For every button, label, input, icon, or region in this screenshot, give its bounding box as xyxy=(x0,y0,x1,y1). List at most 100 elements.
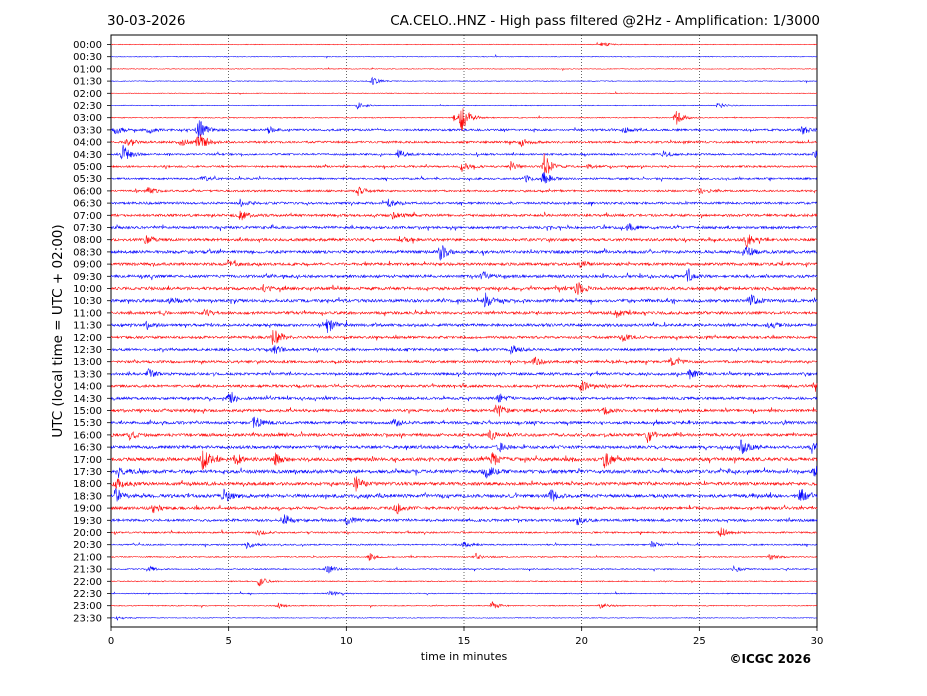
y-tick-label-12: 06:00 xyxy=(73,186,102,197)
trace-0530 xyxy=(110,172,818,184)
y-tick-label-32: 16:00 xyxy=(73,430,102,441)
chart-date: 30-03-2026 xyxy=(107,13,185,29)
trace-0600 xyxy=(110,186,818,197)
trace-1130 xyxy=(110,319,818,334)
trace-1900 xyxy=(110,503,818,515)
trace-1430 xyxy=(110,391,818,403)
y-tick-label-16: 08:00 xyxy=(73,235,102,246)
y-tick-label-35: 17:30 xyxy=(73,467,102,478)
y-tick-label-39: 19:30 xyxy=(73,516,102,527)
trace-2030 xyxy=(110,540,818,550)
trace-0900 xyxy=(110,258,818,269)
y-tick-label-1: 00:30 xyxy=(73,52,102,63)
trace-1700 xyxy=(110,450,818,470)
y-tick-label-27: 13:30 xyxy=(73,369,102,380)
trace-1730 xyxy=(110,465,818,479)
x-tick-label-1: 5 xyxy=(225,636,231,647)
trace-1630 xyxy=(110,439,818,455)
x-tick-label-3: 15 xyxy=(458,636,471,647)
y-tick-label-45: 22:30 xyxy=(73,589,102,600)
x-tick-label-0: 0 xyxy=(108,636,114,647)
x-gridlines xyxy=(228,35,700,627)
y-tick-label-10: 05:00 xyxy=(73,162,102,173)
y-tick-label-19: 09:30 xyxy=(73,272,102,283)
trace-0800 xyxy=(110,234,818,249)
y-tick-label-13: 06:30 xyxy=(73,199,102,210)
y-tick-label-43: 21:30 xyxy=(73,565,102,576)
x-tick-label-2: 10 xyxy=(340,636,353,647)
trace-1930 xyxy=(110,514,818,526)
y-tick-label-36: 18:00 xyxy=(73,479,102,490)
trace-0100 xyxy=(110,67,818,72)
y-tick-label-18: 09:00 xyxy=(73,260,102,271)
trace-0200 xyxy=(110,90,818,96)
copyright-label: ©ICGC 2026 xyxy=(729,652,811,666)
y-tick-label-31: 15:30 xyxy=(73,418,102,429)
trace-1400 xyxy=(110,380,818,392)
y-tick-label-17: 08:30 xyxy=(73,247,102,258)
plot-frame xyxy=(110,34,818,628)
trace-1200 xyxy=(110,329,818,345)
trace-0330 xyxy=(110,120,818,138)
y-tick-label-8: 04:00 xyxy=(73,138,102,149)
y-tick-label-14: 07:00 xyxy=(73,211,102,222)
trace-1100 xyxy=(110,308,818,319)
y-tick-label-11: 05:30 xyxy=(73,174,102,185)
trace-0700 xyxy=(110,210,818,221)
y-tick-label-40: 20:00 xyxy=(73,528,102,539)
y-tick-label-44: 22:00 xyxy=(73,577,102,588)
trace-2100 xyxy=(110,552,818,562)
y-tick-label-5: 02:30 xyxy=(73,101,102,112)
trace-0130 xyxy=(110,76,818,85)
trace-0930 xyxy=(110,268,818,282)
y-tick-label-15: 07:30 xyxy=(73,223,102,234)
y-tick-label-37: 18:30 xyxy=(73,491,102,502)
y-tick-label-3: 01:30 xyxy=(73,77,102,88)
trace-1030 xyxy=(110,292,818,308)
trace-0230 xyxy=(110,102,818,110)
x-tick-label-5: 25 xyxy=(693,636,706,647)
trace-2200 xyxy=(110,578,818,587)
y-tick-label-47: 23:30 xyxy=(73,613,102,624)
trace-0630 xyxy=(110,198,818,208)
y-tick-label-29: 14:30 xyxy=(73,394,102,405)
y-tick-label-28: 14:00 xyxy=(73,382,102,393)
y-tick-label-4: 02:00 xyxy=(73,89,102,100)
y-tick-label-0: 00:00 xyxy=(73,40,102,51)
trace-0300 xyxy=(110,108,818,131)
x-tick-label-6: 30 xyxy=(811,636,824,647)
y-tick-label-21: 10:30 xyxy=(73,296,102,307)
trace-1800 xyxy=(110,476,818,492)
y-tick-label-24: 12:00 xyxy=(73,333,102,344)
y-tick-label-41: 20:30 xyxy=(73,540,102,551)
y-tick-label-7: 03:30 xyxy=(73,125,102,136)
x-axis-label: time in minutes xyxy=(421,650,508,663)
trace-1300 xyxy=(110,356,818,366)
trace-2330 xyxy=(110,615,818,621)
chart-title: CA.CELO..HNZ - High pass filtered @2Hz -… xyxy=(390,13,820,29)
trace-1000 xyxy=(110,282,818,295)
x-axis-ticks: 0 5 10 15 20 25 30 xyxy=(108,627,824,647)
y-tick-label-46: 23:00 xyxy=(73,601,102,612)
trace-0500 xyxy=(110,153,818,174)
seismic-traces xyxy=(110,41,818,621)
trace-2300 xyxy=(110,601,818,609)
trace-1230 xyxy=(110,345,818,355)
trace-0030 xyxy=(110,53,818,59)
y-tick-label-23: 11:30 xyxy=(73,321,102,332)
trace-0430 xyxy=(110,144,818,160)
trace-2230 xyxy=(110,590,818,597)
y-tick-label-22: 11:00 xyxy=(73,308,102,319)
y-tick-label-30: 15:00 xyxy=(73,406,102,417)
trace-1330 xyxy=(110,368,818,380)
y-tick-label-34: 17:00 xyxy=(73,455,102,466)
trace-1530 xyxy=(110,416,818,428)
y-tick-label-26: 13:00 xyxy=(73,357,102,368)
trace-2000 xyxy=(110,527,818,537)
y-tick-label-20: 10:00 xyxy=(73,284,102,295)
y-axis-label: UTC (local time = UTC + 02:00) xyxy=(50,224,66,437)
trace-2130 xyxy=(110,565,818,574)
y-tick-label-33: 16:30 xyxy=(73,443,102,454)
